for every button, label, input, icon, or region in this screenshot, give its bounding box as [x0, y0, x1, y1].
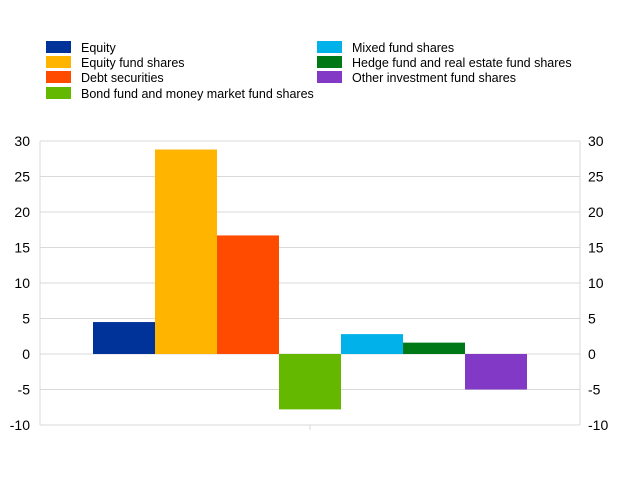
axes: -10 -10 -5 -5 0 0 5 5 10 10 15 15 20 20 25 25 30 30 — [10, 133, 609, 433]
y-tick-label-right: 10 — [588, 275, 604, 291]
y-tick-label-left: 25 — [14, 169, 30, 185]
y-tick-label-right: 5 — [588, 311, 596, 327]
y-tick-label-right: 30 — [588, 133, 604, 149]
y-tick-label-right: 25 — [588, 169, 604, 185]
y-tick-label-left: 20 — [14, 204, 30, 220]
legend-swatch-bond-fund-and-money-market-fund-shares — [46, 87, 71, 99]
y-tick-label-right: -5 — [588, 382, 601, 398]
legend-label-debt-securities: Debt securities — [81, 71, 164, 85]
y-tick-label-right: -10 — [588, 417, 608, 433]
y-tick-label-right: 15 — [588, 240, 604, 256]
y-tick-label-right: 20 — [588, 204, 604, 220]
bars — [93, 149, 527, 410]
y-tick-label-left: 15 — [14, 240, 30, 256]
bar-debt-securities — [217, 235, 279, 354]
y-tick-label-left: -5 — [18, 382, 31, 398]
y-tick-label-left: 0 — [22, 346, 30, 362]
legend-label-equity: Equity — [81, 41, 116, 55]
bar-equity-fund-shares — [155, 149, 217, 354]
legend-swatch-equity-fund-shares — [46, 56, 71, 68]
y-tick-label-left: -10 — [10, 417, 30, 433]
y-tick-label-right: 0 — [588, 346, 596, 362]
y-tick-label-left: 5 — [22, 311, 30, 327]
bar-other-investment-fund-shares — [465, 354, 527, 390]
legend-label-hedge-fund-and-real-estate-fund-shares: Hedge fund and real estate fund shares — [352, 56, 572, 70]
bar-mixed-fund-shares — [341, 334, 403, 354]
legend-swatch-hedge-fund-and-real-estate-fund-shares — [317, 56, 342, 68]
bar-bond-fund-and-money-market-fund-shares — [279, 354, 341, 410]
y-tick-label-left: 10 — [14, 275, 30, 291]
legend-swatch-mixed-fund-shares — [317, 41, 342, 53]
legend-label-other-investment-fund-shares: Other investment fund shares — [352, 71, 516, 85]
legend-swatch-debt-securities — [46, 71, 71, 83]
legend-swatch-equity — [46, 41, 71, 53]
legend-label-equity-fund-shares: Equity fund shares — [81, 56, 185, 70]
bar-hedge-fund-and-real-estate-fund-shares — [403, 342, 465, 354]
y-tick-label-left: 30 — [14, 133, 30, 149]
bar-equity — [93, 322, 155, 354]
legend-swatch-other-investment-fund-shares — [317, 71, 342, 83]
legend-label-bond-fund-and-money-market-fund-shares: Bond fund and money market fund shares — [81, 87, 314, 101]
legend-label-mixed-fund-shares: Mixed fund shares — [352, 41, 454, 55]
